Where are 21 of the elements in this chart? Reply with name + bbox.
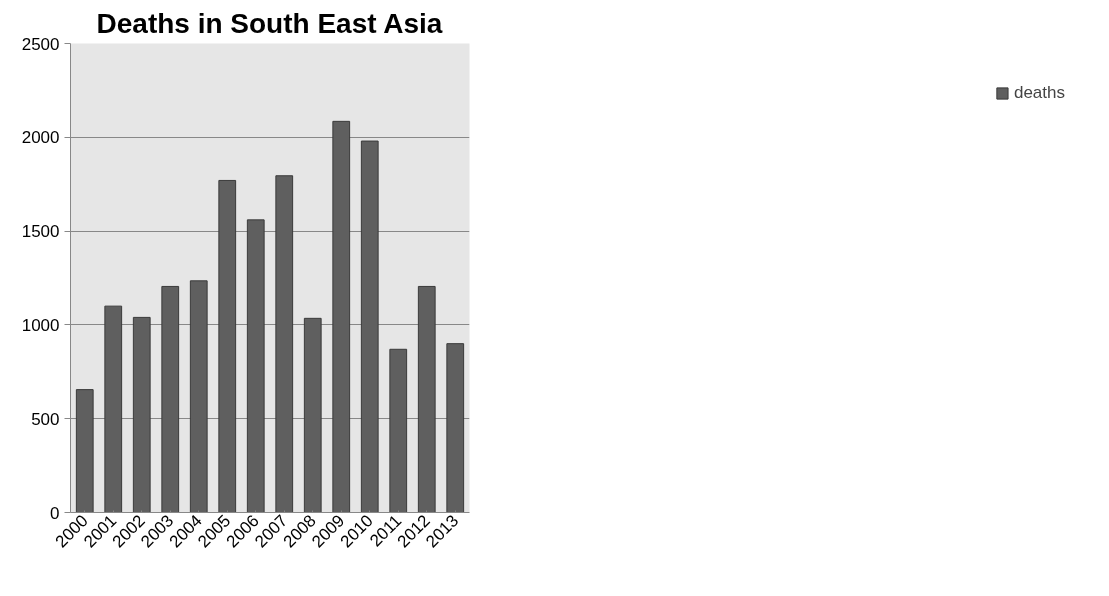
y-tick-label: 1500 — [21, 222, 60, 242]
bar — [75, 389, 94, 513]
y-tick-label: 500 — [31, 409, 60, 429]
bar — [389, 348, 408, 513]
bar — [446, 343, 465, 513]
y-tick-label: 1000 — [21, 315, 60, 335]
bar — [360, 140, 379, 513]
y-tick-label: 2500 — [21, 34, 60, 54]
bar — [246, 219, 265, 513]
chart-title: Deaths in South East Asia — [96, 7, 443, 39]
bar — [189, 280, 208, 513]
legend-label: deaths — [1013, 83, 1065, 103]
bar — [161, 285, 180, 513]
bar — [417, 285, 436, 513]
bar — [132, 316, 151, 513]
bar — [218, 179, 237, 513]
y-tick-label: 2000 — [21, 128, 60, 148]
bar — [104, 305, 123, 513]
bar — [303, 317, 322, 513]
bar — [275, 175, 294, 513]
bar — [332, 120, 351, 513]
